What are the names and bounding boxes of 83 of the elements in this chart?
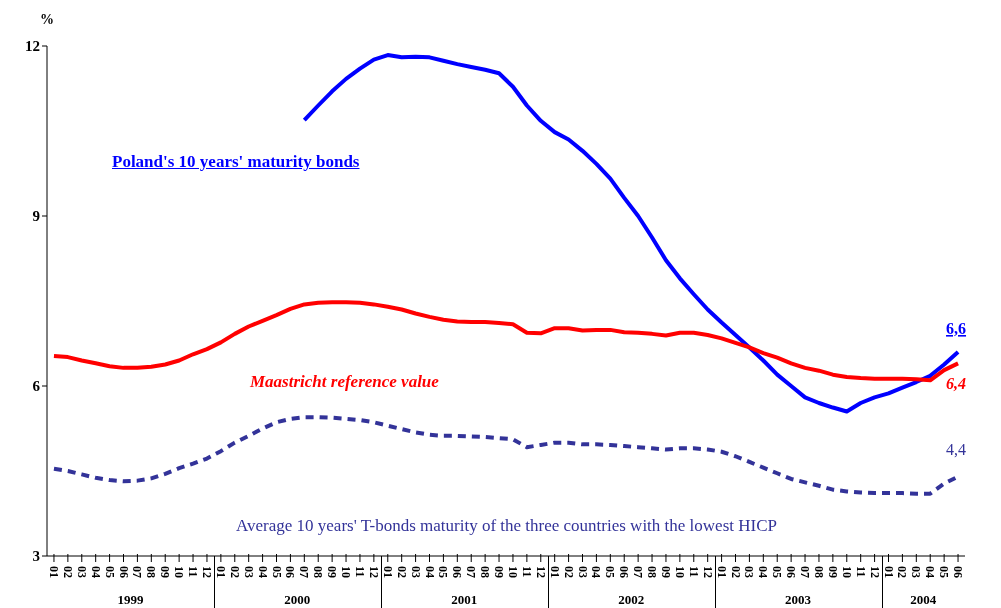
x-tick-label: 06 xyxy=(784,566,799,578)
text: Poland's 10 years' maturity bonds xyxy=(112,152,360,172)
text: 2002 xyxy=(617,592,646,608)
y-tick-label: 6 xyxy=(32,378,41,395)
data-label: 4,4 xyxy=(946,440,967,458)
text: 2003 xyxy=(784,592,813,608)
x-tick-label: 09 xyxy=(825,566,840,578)
x-tick-label: 01 xyxy=(714,566,729,578)
x-tick-label: 03 xyxy=(575,566,590,578)
x-tick-label: 10 xyxy=(339,566,354,578)
x-tick-label: 02 xyxy=(394,566,409,578)
x-tick-label: 04 xyxy=(422,566,437,578)
data-label: 6,6 xyxy=(946,320,967,337)
x-tick-label: 11 xyxy=(853,566,868,578)
x-tick-label: 09 xyxy=(658,566,673,578)
x-tick-label: 09 xyxy=(325,566,340,578)
x-tick-label: 03 xyxy=(408,566,423,578)
x-tick-label: 12 xyxy=(533,566,548,578)
x-tick-label: 01 xyxy=(46,566,61,578)
x-tick-label: 12 xyxy=(700,566,715,578)
x-tick-label: 07 xyxy=(464,566,479,578)
x-tick-label: 02 xyxy=(728,566,743,578)
x-tick-label: 02 xyxy=(227,566,242,578)
x-tick-label: 06 xyxy=(951,566,966,578)
x-tick-label: 02 xyxy=(895,566,910,578)
x-tick-label: 05 xyxy=(102,566,117,578)
x-tick-label: 07 xyxy=(798,566,813,578)
x-tick-label: 07 xyxy=(130,566,145,578)
x-tick-label: 11 xyxy=(352,566,367,578)
x-tick-label: 06 xyxy=(283,566,298,578)
x-tick-label: 09 xyxy=(492,566,507,578)
text: 2001 xyxy=(450,592,479,608)
x-tick-label: 04 xyxy=(589,566,604,578)
x-tick-label: 08 xyxy=(645,566,660,578)
x-tick-label: 03 xyxy=(742,566,757,578)
x-tick-label: 08 xyxy=(144,566,159,578)
y-axis-title: % xyxy=(40,12,54,28)
x-tick-label: 05 xyxy=(269,566,284,578)
x-tick-label: 04 xyxy=(923,566,938,578)
x-tick-label: 12 xyxy=(867,566,882,578)
x-tick-label: 06 xyxy=(617,566,632,578)
text: 2000 xyxy=(283,592,312,608)
x-tick-label: 03 xyxy=(74,566,89,578)
data-label: 6,4 xyxy=(946,375,967,393)
x-tick-label: 03 xyxy=(909,566,924,578)
x-tick-label: 01 xyxy=(881,566,896,578)
x-tick-label: 02 xyxy=(60,566,75,578)
y-tick-label: 12 xyxy=(25,38,40,55)
x-tick-label: 03 xyxy=(241,566,256,578)
x-tick-label: 11 xyxy=(686,566,701,578)
x-tick-label: 10 xyxy=(505,566,520,578)
x-tick-label: 05 xyxy=(436,566,451,578)
x-tick-label: 06 xyxy=(116,566,131,578)
text: Maastricht reference value xyxy=(250,372,439,392)
x-tick-label: 06 xyxy=(450,566,465,578)
x-tick-label: 08 xyxy=(311,566,326,578)
x-tick-label: 10 xyxy=(839,566,854,578)
x-tick-label: 11 xyxy=(519,566,534,578)
x-tick-label: 04 xyxy=(756,566,771,578)
x-tick-label: 05 xyxy=(770,566,785,578)
x-tick-label: 01 xyxy=(547,566,562,578)
x-tick-label: 05 xyxy=(603,566,618,578)
x-tick-label: 01 xyxy=(380,566,395,578)
text: 2004 xyxy=(909,592,938,608)
x-tick-label: 12 xyxy=(199,566,214,578)
x-tick-label: 05 xyxy=(937,566,952,578)
x-tick-label: 10 xyxy=(672,566,687,578)
x-tick-label: 07 xyxy=(297,566,312,578)
x-tick-label: 08 xyxy=(478,566,493,578)
x-tick-label: 04 xyxy=(88,566,103,578)
x-tick-label: 08 xyxy=(811,566,826,578)
x-tick-label: 01 xyxy=(213,566,228,578)
x-tick-label: 09 xyxy=(158,566,173,578)
x-tick-label: 02 xyxy=(561,566,576,578)
x-tick-label: 11 xyxy=(186,566,201,578)
x-tick-label: 10 xyxy=(172,566,187,578)
y-tick-label: 9 xyxy=(32,208,40,225)
text: Average 10 years' T-bonds maturity of the three countries with the lowest HICP xyxy=(236,516,777,536)
x-tick-label: 12 xyxy=(366,566,381,578)
text: 1999 xyxy=(116,592,145,608)
x-tick-label: 04 xyxy=(255,566,270,578)
y-tick-label: 3 xyxy=(32,548,40,565)
x-tick-label: 07 xyxy=(631,566,646,578)
